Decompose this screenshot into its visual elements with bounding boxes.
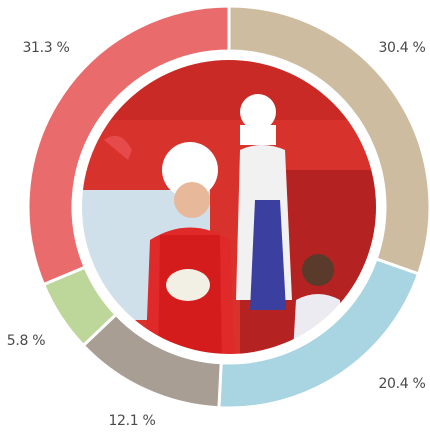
value-label: 20.4 %	[378, 376, 425, 392]
value-label: 12.1 %	[108, 413, 155, 429]
donut-segment	[26, 4, 231, 287]
value-label: 5.8 %	[7, 333, 46, 349]
donut	[26, 4, 430, 410]
value-label: 30.4 %	[378, 40, 425, 56]
value-label: 31.3 %	[22, 40, 69, 56]
photo-ring	[76, 54, 382, 360]
labels: 30.4 % 20.4 % 12.1 % 5.8 % 31.3 %	[7, 40, 426, 429]
